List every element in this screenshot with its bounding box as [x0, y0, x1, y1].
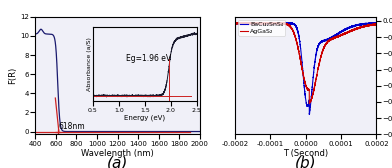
BaCu₂SnS₄ [284, 22, 289, 24]
AgGaS₂ [284, 23, 289, 25]
BaCu₂SnS₄ [316, 44, 321, 46]
Legend: BaCu₂SnS₄, AgGaS₂: BaCu₂SnS₄, AgGaS₂ [238, 20, 285, 36]
AgGaS₂ [345, 32, 350, 34]
BaCu₂SnS₄ [338, 32, 342, 34]
BaCu₂SnS₄ [240, 22, 245, 24]
BaCu₂SnS₄ [323, 39, 327, 41]
AgGaS₂ [240, 22, 245, 24]
AgGaS₂ [323, 45, 327, 47]
BaCu₂SnS₄ [345, 28, 350, 30]
AgGaS₂ [233, 22, 238, 24]
AgGaS₂ [374, 23, 379, 25]
BaCu₂SnS₄ [233, 22, 238, 24]
BaCu₂SnS₄ [248, 21, 252, 23]
BaCu₂SnS₄ [374, 23, 379, 25]
Text: (b): (b) [295, 155, 317, 168]
AgGaS₂ [307, 102, 312, 104]
Text: (a): (a) [107, 155, 128, 168]
X-axis label: Wavelength (nm): Wavelength (nm) [81, 149, 154, 158]
X-axis label: T (Second): T (Second) [283, 149, 328, 158]
BaCu₂SnS₄ [307, 114, 312, 116]
AgGaS₂ [256, 22, 261, 24]
AgGaS₂ [316, 65, 321, 67]
Text: 618nm: 618nm [59, 122, 85, 131]
Y-axis label: F(R): F(R) [8, 67, 17, 84]
Line: BaCu₂SnS₄: BaCu₂SnS₄ [235, 22, 376, 115]
AgGaS₂ [338, 35, 342, 37]
Line: AgGaS₂: AgGaS₂ [235, 23, 376, 103]
